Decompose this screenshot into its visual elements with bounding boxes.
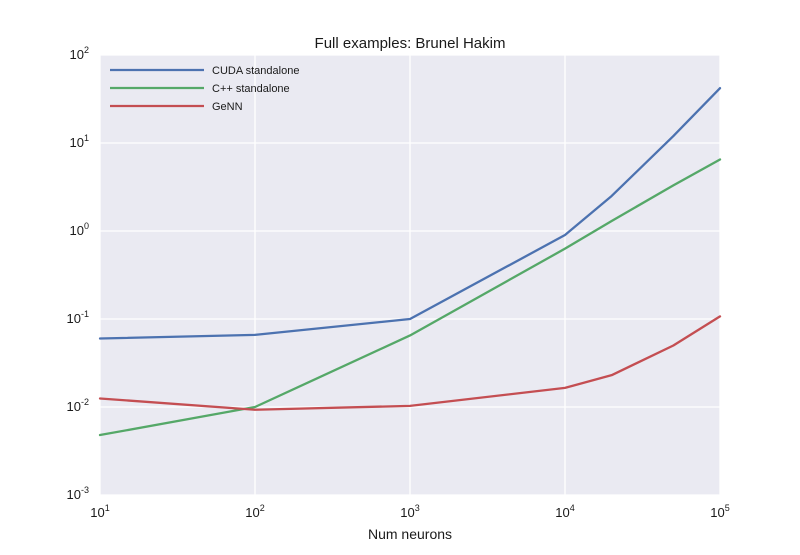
y-tick-label-exponent: -1 — [81, 309, 89, 319]
x-tick-label-base: 10 — [555, 505, 569, 520]
y-tick-label-exponent: -3 — [81, 485, 89, 495]
legend-label: C++ standalone — [212, 83, 290, 95]
x-tick-label-exponent: 4 — [570, 503, 575, 513]
y-tick-label-base: 10 — [70, 47, 84, 62]
y-tick-label: 101 — [70, 133, 89, 150]
y-tick-label-exponent: -2 — [81, 397, 89, 407]
x-tick-label-base: 10 — [245, 505, 259, 520]
y-tick-label: 10-2 — [67, 397, 89, 414]
series-lines — [98, 87, 722, 437]
x-tick-label-exponent: 5 — [725, 503, 730, 513]
x-tick-label-base: 10 — [400, 505, 414, 520]
x-tick-label: 104 — [555, 503, 574, 520]
y-tick-label-exponent: 2 — [84, 45, 89, 55]
x-tick-label-exponent: 2 — [260, 503, 265, 513]
y-tick-label: 10-3 — [67, 485, 89, 502]
legend-label: GeNN — [212, 101, 243, 113]
y-tick-label-base: 10 — [70, 135, 84, 150]
y-tick-label-base: 10 — [67, 311, 81, 326]
chart-title: Full examples: Brunel Hakim — [315, 35, 506, 52]
y-tick-label-base: 10 — [67, 399, 81, 414]
y-tick-label-exponent: 0 — [84, 221, 89, 231]
series-line-cuda-standalone — [98, 87, 722, 340]
legend: CUDA standalone C++ standalone GeNN — [110, 65, 299, 113]
y-tick-label-base: 10 — [70, 223, 84, 238]
x-tick-label: 105 — [710, 503, 729, 520]
x-tick-label-base: 10 — [710, 505, 724, 520]
x-tick-label-exponent: 3 — [415, 503, 420, 513]
legend-label: CUDA standalone — [212, 65, 299, 77]
y-tick-label: 100 — [70, 221, 89, 238]
y-tick-label-exponent: 1 — [84, 133, 89, 143]
y-tick-label: 102 — [70, 45, 89, 62]
x-tick-label-base: 10 — [90, 505, 104, 520]
series-line-c-standalone — [98, 158, 722, 437]
grid-lines — [99, 54, 721, 496]
x-axis-label: Num neurons — [368, 526, 452, 542]
x-tick-label-exponent: 1 — [105, 503, 110, 513]
series-line-genn — [98, 315, 722, 411]
y-tick-label: 10-1 — [67, 309, 89, 326]
x-tick-label: 102 — [245, 503, 264, 520]
x-tick-label: 101 — [90, 503, 109, 520]
x-tick-label: 103 — [400, 503, 419, 520]
x-tick-labels: 101 102 103 104 105 — [90, 503, 729, 520]
y-tick-label-base: 10 — [67, 487, 81, 502]
